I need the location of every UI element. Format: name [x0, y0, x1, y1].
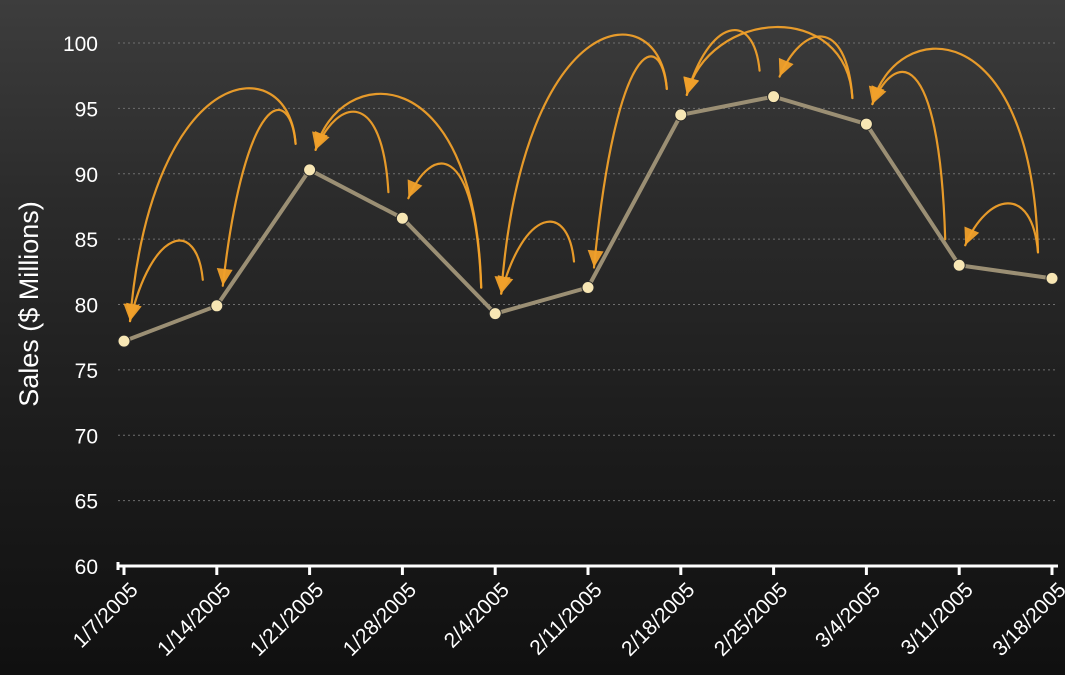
annotation-arrow: [221, 108, 297, 287]
annotation-arrow: [500, 33, 668, 295]
annotation-arrows: [123, 26, 1040, 323]
y-tick-label: 75: [75, 360, 98, 383]
annotation-arrow-head: [312, 131, 328, 150]
data-point: [952, 258, 966, 272]
y-tick-label: 95: [75, 98, 98, 121]
annotation-arrow: [964, 202, 1040, 254]
x-tick-label: 1/28/2005: [339, 578, 421, 660]
data-point: [117, 334, 131, 348]
data-point: [767, 90, 781, 104]
x-tick-label: 3/4/2005: [811, 578, 885, 652]
x-axis: [116, 562, 1058, 575]
y-tick-label: 80: [75, 295, 98, 318]
y-tick-label: 60: [75, 556, 98, 579]
x-tick-label: 1/14/2005: [153, 578, 235, 660]
annotation-arrow-head: [868, 85, 885, 105]
x-tick-label: 3/11/2005: [897, 578, 978, 659]
data-point: [674, 108, 688, 122]
annotation-arrow: [314, 92, 483, 289]
annotation-arrow: [500, 220, 576, 295]
annotation-arrow: [128, 239, 204, 323]
data-point: [210, 299, 224, 313]
x-tick-label: 2/25/2005: [710, 578, 792, 660]
y-tick-label: 90: [75, 164, 98, 187]
x-tick-label: 2/11/2005: [525, 578, 606, 659]
x-axis-tick-labels: 1/7/2005 1/14/2005 1/21/2005 1/28/2005 2/4/2…: [69, 578, 1065, 660]
y-tick-label: 100: [63, 33, 98, 56]
annotation-arrow-head: [216, 268, 233, 286]
annotation-arrow: [592, 55, 668, 269]
annotation-arrow-head: [683, 76, 699, 95]
x-tick-label: 3/18/2005: [988, 578, 1065, 660]
y-tick-label: 70: [75, 425, 98, 448]
y-tick-label: 65: [75, 491, 98, 514]
y-axis-title: Sales ($ Millions): [14, 201, 44, 407]
annotation-arrow: [871, 47, 1040, 254]
y-axis-tick-labels: 60 65 70 75 80 85 90 95 100: [63, 33, 98, 579]
gridlines: [118, 42, 1058, 502]
annotation-arrow: [314, 110, 390, 194]
annotation-arrow-head: [123, 303, 140, 322]
data-point: [1045, 271, 1059, 285]
x-tick-label: 2/4/2005: [440, 578, 514, 652]
x-tick-label: 2/18/2005: [617, 578, 699, 660]
data-point: [395, 211, 409, 225]
annotation-arrow-head: [587, 249, 604, 268]
annotation-arrow: [685, 29, 761, 97]
data-series: [117, 90, 1059, 348]
annotation-arrow: [685, 26, 854, 100]
annotation-arrow: [128, 87, 297, 323]
annotation-arrow: [778, 35, 854, 100]
x-tick-label: 1/21/2005: [246, 578, 328, 660]
annotation-arrow-head: [778, 57, 794, 77]
data-point: [303, 163, 317, 177]
annotation-arrow: [407, 162, 483, 289]
x-tick-label: 1/7/2005: [69, 578, 143, 652]
y-tick-label: 85: [75, 229, 98, 252]
annotation-arrow-head: [964, 226, 980, 246]
annotation-arrow-head: [494, 276, 511, 294]
data-point: [581, 281, 595, 295]
data-point: [488, 307, 502, 321]
annotation-arrow-head: [407, 179, 423, 199]
data-point: [859, 117, 873, 131]
annotation-arrow: [871, 71, 947, 241]
